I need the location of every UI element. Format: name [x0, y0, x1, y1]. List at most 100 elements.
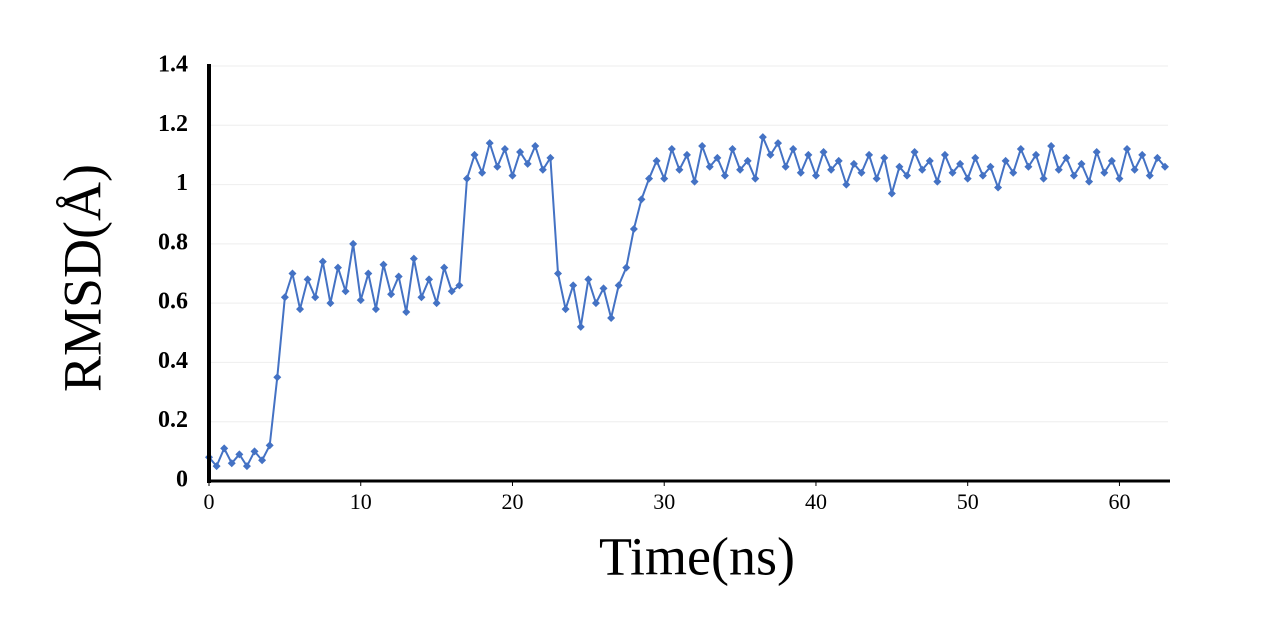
data-marker [1062, 153, 1071, 162]
data-marker [425, 275, 434, 284]
data-marker [1115, 174, 1124, 183]
data-marker [280, 293, 289, 302]
data-marker [834, 156, 843, 165]
data-marker [940, 150, 949, 159]
data-marker [1039, 174, 1048, 183]
data-marker [455, 281, 464, 290]
x-tick-label: 40 [805, 489, 827, 514]
data-marker [1145, 171, 1154, 180]
data-marker [667, 145, 676, 153]
data-marker [827, 165, 836, 174]
y-tick-label: 1.4 [158, 52, 188, 78]
data-marker [766, 150, 775, 159]
data-marker [637, 195, 646, 204]
data-marker [258, 456, 267, 465]
data-marker [220, 444, 229, 453]
data-marker [956, 159, 965, 168]
data-marker [402, 308, 411, 317]
data-marker [1123, 145, 1132, 153]
data-marker [811, 171, 820, 180]
data-marker [500, 145, 509, 153]
data-marker [584, 275, 593, 284]
data-marker [349, 239, 358, 248]
data-marker [546, 153, 555, 162]
data-marker [379, 260, 388, 269]
data-marker [1054, 165, 1063, 174]
data-marker [265, 441, 274, 450]
data-marker [895, 162, 904, 171]
data-marker [713, 153, 722, 162]
plot-area [205, 133, 1169, 471]
x-tick-label: 30 [653, 489, 675, 514]
data-marker [880, 153, 889, 162]
data-marker [599, 284, 608, 293]
data-marker [622, 263, 631, 272]
data-marker [675, 165, 684, 174]
data-marker [1153, 153, 1162, 162]
data-marker [485, 139, 494, 148]
y-tick-label: 0.6 [158, 289, 188, 315]
data-marker [1107, 156, 1116, 165]
data-marker [364, 269, 373, 278]
data-marker [705, 162, 714, 171]
data-marker [523, 159, 532, 168]
data-marker [508, 171, 517, 180]
data-marker [660, 174, 669, 183]
data-marker [212, 462, 221, 471]
data-marker [1024, 162, 1033, 171]
data-marker [288, 269, 297, 278]
data-marker [796, 168, 805, 177]
x-tick-label: 20 [501, 489, 523, 514]
data-marker [273, 373, 282, 382]
data-line [208, 133, 1166, 469]
data-marker [1100, 168, 1109, 177]
data-marker [903, 171, 912, 180]
data-marker [1130, 165, 1139, 174]
data-marker [371, 305, 380, 314]
data-marker [417, 293, 426, 302]
data-marker [1047, 142, 1056, 151]
data-marker [1069, 171, 1078, 180]
x-tick-label: 0 [204, 489, 215, 514]
data-marker [462, 174, 471, 183]
data-marker [690, 177, 699, 186]
data-marker [561, 305, 570, 314]
data-marker [978, 171, 987, 180]
data-marker [250, 447, 259, 456]
data-marker [629, 225, 638, 234]
x-tick-label: 60 [1108, 489, 1130, 514]
y-axis-label: RMSD(Å) [52, 164, 112, 392]
data-marker [432, 299, 441, 308]
data-marker [478, 168, 487, 177]
data-marker [516, 147, 525, 156]
data-marker [781, 162, 790, 171]
data-marker [303, 275, 312, 284]
data-marker [918, 165, 927, 174]
data-marker [1138, 150, 1147, 159]
data-marker [736, 165, 745, 174]
y-tick-label: 1 [176, 170, 188, 196]
data-marker [682, 150, 691, 159]
data-marker [872, 174, 881, 183]
data-marker [849, 159, 858, 168]
data-marker [591, 299, 600, 308]
data-marker [1001, 156, 1010, 165]
data-marker [296, 305, 305, 314]
data-marker [789, 145, 798, 153]
data-marker [933, 177, 942, 186]
data-marker [614, 281, 623, 290]
data-marker [538, 165, 547, 174]
y-tick-label: 0.4 [158, 348, 188, 374]
data-marker [728, 145, 737, 153]
data-marker [1160, 162, 1169, 171]
data-marker [356, 296, 365, 305]
data-marker [698, 142, 707, 151]
data-marker [751, 174, 760, 183]
data-marker [1016, 145, 1025, 153]
data-marker [311, 293, 320, 302]
data-marker [986, 162, 995, 171]
data-marker [652, 156, 661, 165]
data-marker [758, 133, 767, 142]
data-marker [242, 462, 251, 471]
